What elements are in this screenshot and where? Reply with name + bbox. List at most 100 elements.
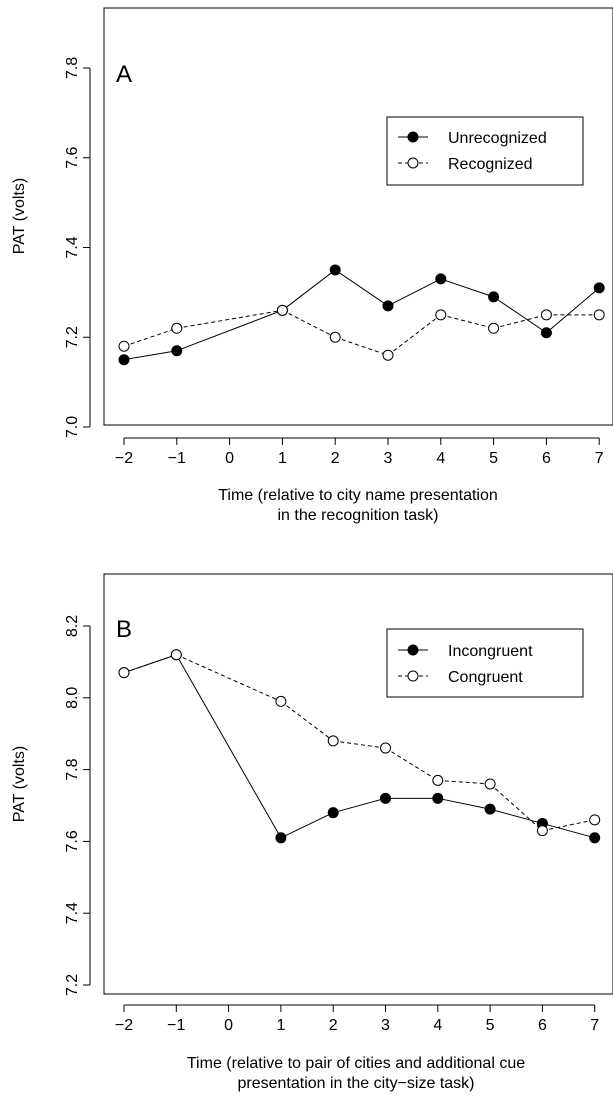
series-segment bbox=[176, 309, 283, 329]
series-segment bbox=[542, 819, 595, 832]
x-tick-label: 7 bbox=[590, 1017, 599, 1034]
series-segment bbox=[546, 287, 600, 334]
data-point bbox=[382, 349, 394, 361]
x-tick-label: 0 bbox=[224, 1017, 233, 1034]
data-point bbox=[329, 264, 341, 276]
data-point bbox=[118, 340, 130, 352]
series-segment bbox=[123, 654, 177, 674]
series-segment bbox=[335, 336, 389, 356]
y-tick-label: 8.0 bbox=[64, 687, 81, 709]
y-tick-label: 7.0 bbox=[64, 416, 81, 438]
series-unrecognized bbox=[118, 264, 605, 366]
data-point bbox=[435, 273, 447, 285]
x-tick-label: 6 bbox=[538, 1017, 547, 1034]
series-incongruent bbox=[118, 649, 601, 844]
series-segment bbox=[123, 350, 177, 361]
data-point bbox=[171, 322, 183, 334]
series-segment bbox=[280, 812, 334, 839]
series-congruent bbox=[118, 649, 601, 837]
legend-label-unrecognized: Unrecognized bbox=[448, 130, 547, 147]
x-axis: −2 −1 0 1 2 3 4 5 6 7 bbox=[115, 1004, 599, 1034]
legend-marker-unrecognized bbox=[407, 131, 419, 143]
data-point bbox=[171, 345, 183, 357]
legend-box bbox=[386, 116, 584, 186]
data-point bbox=[382, 300, 394, 312]
x-tick-label: 1 bbox=[276, 1017, 285, 1034]
y-tick-label: 7.8 bbox=[64, 57, 81, 79]
legend-marker-congruent bbox=[407, 670, 419, 682]
x-tick-label: 3 bbox=[381, 1017, 390, 1034]
series-segment bbox=[493, 296, 547, 334]
x-axis-title-line-1: Time (relative to city name presentation bbox=[218, 487, 498, 504]
data-point bbox=[327, 807, 339, 819]
data-point bbox=[170, 649, 182, 661]
x-tick-label: 4 bbox=[436, 450, 445, 467]
panel-label: B bbox=[116, 616, 132, 643]
legend-marker-recognized bbox=[407, 157, 419, 169]
x-axis-title-line-2: presentation in the city−size task) bbox=[237, 1075, 474, 1092]
series-segment bbox=[333, 740, 386, 749]
x-tick-label: 7 bbox=[595, 450, 604, 467]
x-tick-label: −2 bbox=[115, 1017, 133, 1034]
data-point bbox=[118, 354, 130, 366]
panel-label: A bbox=[116, 61, 132, 88]
legend-label-incongruent: Incongruent bbox=[448, 643, 533, 660]
data-point bbox=[380, 742, 391, 754]
data-point bbox=[536, 825, 548, 837]
series-segment bbox=[440, 314, 494, 329]
data-point bbox=[275, 832, 287, 844]
x-tick-label: 5 bbox=[489, 450, 498, 467]
plot-box bbox=[103, 573, 613, 995]
legend-marker-incongruent bbox=[407, 644, 419, 656]
series-segment bbox=[440, 278, 494, 298]
data-point bbox=[593, 309, 605, 321]
y-tick-label: 7.8 bbox=[64, 758, 81, 780]
series-segment bbox=[333, 797, 386, 814]
data-point bbox=[593, 282, 605, 294]
data-point bbox=[327, 735, 339, 747]
series-segment bbox=[175, 654, 282, 839]
x-tick-label: 3 bbox=[384, 450, 393, 467]
x-axis: −2 −1 0 1 2 3 4 5 6 7 bbox=[115, 437, 604, 467]
legend-box bbox=[386, 628, 584, 698]
y-tick-label: 7.4 bbox=[64, 902, 81, 924]
data-point bbox=[329, 331, 341, 343]
series-segment bbox=[282, 309, 336, 338]
series-segment bbox=[176, 309, 283, 352]
x-axis-title-line-2: in the recognition task) bbox=[278, 507, 439, 524]
data-point bbox=[432, 792, 444, 804]
series-segment bbox=[489, 783, 543, 832]
series-segment bbox=[387, 314, 442, 356]
y-axis: 7.2 7.4 7.6 7.8 8.0 8.2 bbox=[64, 615, 91, 996]
series-segment bbox=[489, 808, 543, 824]
data-point bbox=[589, 814, 601, 826]
series-segment bbox=[334, 269, 389, 307]
x-tick-label: 1 bbox=[278, 450, 287, 467]
data-point bbox=[432, 774, 444, 786]
y-axis-title: PAT (volts) bbox=[11, 746, 28, 822]
series-segment bbox=[123, 327, 177, 347]
data-point bbox=[275, 695, 287, 707]
chart-panel-b: B PAT (volts) Time (relative to pair of … bbox=[11, 573, 613, 1092]
series-segment bbox=[385, 747, 439, 781]
series-recognized bbox=[118, 304, 605, 361]
chart-panel-a: A PAT (volts) Time (relative to city nam… bbox=[11, 7, 613, 524]
y-tick-label: 7.6 bbox=[64, 830, 81, 852]
series-segment bbox=[176, 654, 282, 702]
x-tick-label: 4 bbox=[433, 1017, 442, 1034]
legend: Unrecognized Recognized bbox=[386, 116, 584, 186]
data-point bbox=[540, 327, 552, 339]
y-tick-label: 7.2 bbox=[64, 974, 81, 996]
y-tick-label: 7.6 bbox=[64, 147, 81, 169]
data-point bbox=[484, 803, 496, 815]
legend-label-recognized: Recognized bbox=[448, 156, 533, 173]
series-segment bbox=[493, 314, 547, 329]
data-point bbox=[589, 832, 601, 844]
x-tick-label: 2 bbox=[331, 450, 340, 467]
x-tick-label: −1 bbox=[167, 1017, 185, 1034]
data-point bbox=[380, 792, 391, 804]
data-point bbox=[435, 309, 447, 321]
x-tick-label: −2 bbox=[115, 450, 133, 467]
data-point bbox=[488, 291, 500, 303]
